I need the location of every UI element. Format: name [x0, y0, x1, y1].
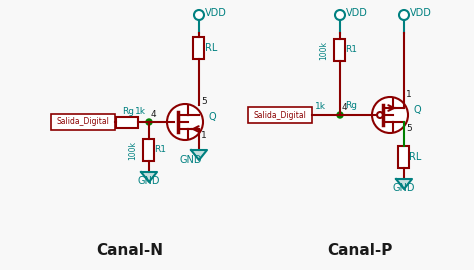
Bar	[193, 37, 204, 59]
Text: VDD: VDD	[346, 8, 368, 18]
Text: R1: R1	[154, 146, 166, 154]
Text: 4: 4	[151, 110, 156, 119]
Text: Canal-P: Canal-P	[328, 243, 392, 258]
Text: 4: 4	[342, 103, 347, 112]
Text: 100k: 100k	[319, 40, 328, 59]
Text: GND: GND	[138, 176, 160, 186]
Polygon shape	[191, 150, 207, 160]
Bar	[399, 146, 410, 168]
Text: R1: R1	[345, 46, 357, 55]
Text: Salida_Digital: Salida_Digital	[254, 110, 306, 120]
Text: Q: Q	[414, 105, 422, 115]
Bar	[335, 39, 346, 61]
Circle shape	[167, 104, 203, 140]
Text: VDD: VDD	[205, 8, 227, 18]
Circle shape	[399, 10, 409, 20]
Text: RL: RL	[409, 152, 421, 162]
Text: 1: 1	[201, 131, 207, 140]
Text: Rg: Rg	[122, 107, 134, 116]
Text: 1k: 1k	[135, 107, 146, 116]
Text: GND: GND	[180, 155, 202, 165]
Circle shape	[372, 97, 408, 133]
Text: 5: 5	[201, 97, 207, 106]
Bar	[116, 116, 138, 127]
Polygon shape	[141, 172, 157, 182]
Text: 1: 1	[406, 90, 412, 99]
Text: RL: RL	[205, 43, 218, 53]
Text: Canal-N: Canal-N	[97, 243, 164, 258]
FancyBboxPatch shape	[51, 114, 115, 130]
Text: Salida_Digital: Salida_Digital	[56, 117, 109, 127]
FancyBboxPatch shape	[248, 107, 312, 123]
Circle shape	[146, 119, 152, 125]
Text: Q: Q	[209, 112, 217, 122]
Polygon shape	[396, 179, 412, 189]
Bar	[144, 139, 155, 161]
Circle shape	[194, 10, 204, 20]
Text: 5: 5	[406, 124, 412, 133]
Text: VDD: VDD	[410, 8, 432, 18]
Text: Rg: Rg	[345, 101, 357, 110]
Text: GND: GND	[393, 183, 415, 193]
Circle shape	[335, 10, 345, 20]
Text: 1k: 1k	[315, 102, 326, 111]
Text: 100k: 100k	[128, 140, 137, 160]
Circle shape	[377, 112, 383, 118]
Circle shape	[337, 112, 343, 118]
